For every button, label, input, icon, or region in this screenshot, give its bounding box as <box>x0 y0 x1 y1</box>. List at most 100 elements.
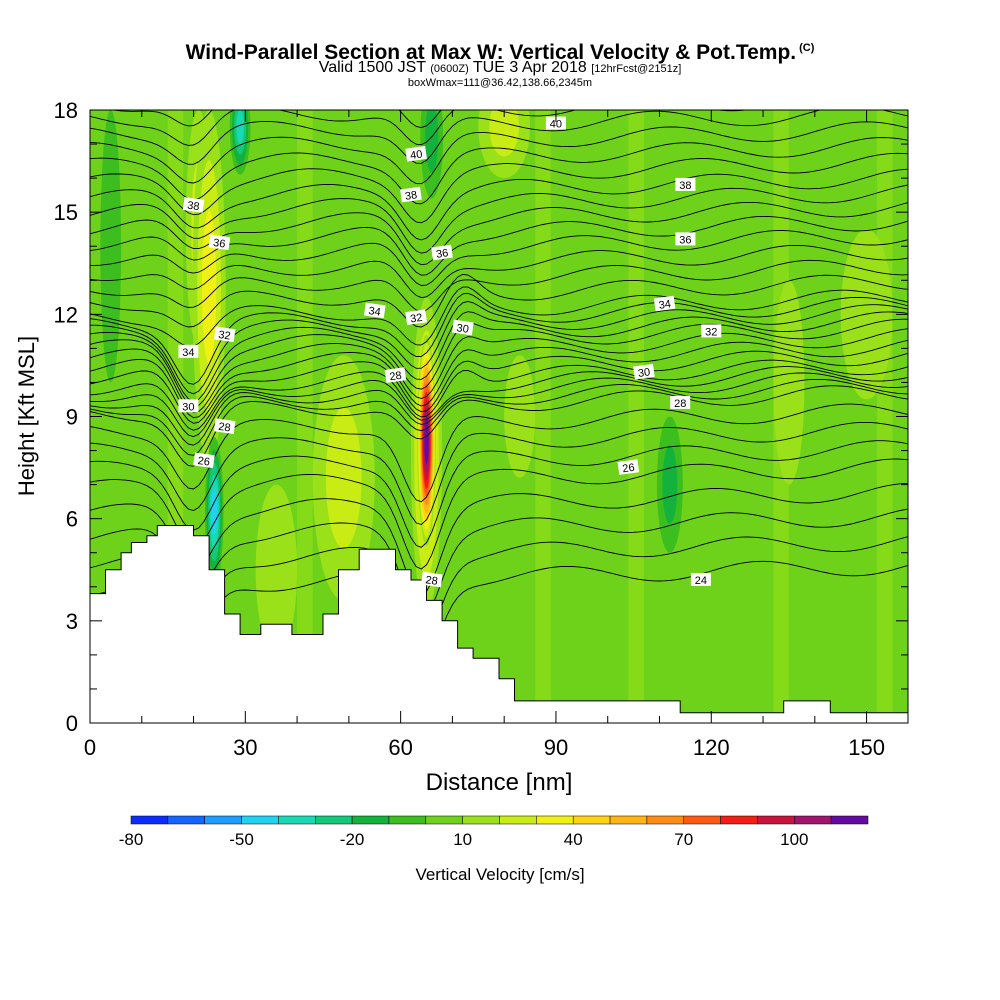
colorbar-swatch <box>572 815 611 825</box>
theta-label-text: 32 <box>218 329 232 343</box>
theta-label-bg <box>213 418 236 435</box>
theta-label-bg <box>452 319 474 336</box>
y-tick-label: 3 <box>66 609 78 634</box>
velocity-cell <box>425 110 439 173</box>
theta-label-bg <box>384 367 407 383</box>
theta-contour <box>90 508 908 620</box>
colorbar-tick-label: 40 <box>564 830 583 849</box>
title-mark: (C) <box>799 42 815 54</box>
theta-label-text: 40 <box>409 148 423 162</box>
y-axis-label: Height [Kft MSL] <box>14 336 39 496</box>
theta-label-bg <box>653 295 676 312</box>
colorbar-tick-label: -20 <box>340 830 365 849</box>
y-tick-label: 12 <box>54 302 78 327</box>
theta-contour <box>90 168 908 241</box>
velocity-cell <box>325 407 362 549</box>
chart-title: Wind-Parallel Section at Max W: Vertical… <box>0 36 1000 65</box>
forecast-info: [12hrFcst@2151z] <box>591 63 682 75</box>
theta-label-bg <box>675 177 696 191</box>
colorbar-swatch <box>241 815 279 825</box>
theta-label-text: 28 <box>218 421 232 435</box>
theta-label-bg <box>633 363 655 380</box>
theta-label: 36 <box>431 244 453 261</box>
theta-label-bg <box>363 302 386 319</box>
theta-label-text: 38 <box>186 200 200 214</box>
theta-label-bg <box>400 186 422 203</box>
theta-contour <box>90 137 908 205</box>
potential-temperature-contours <box>90 110 908 662</box>
colorbar-tick-label: -50 <box>229 830 254 849</box>
colorbar-swatch <box>646 815 685 825</box>
theta-label-bg <box>420 571 443 588</box>
x-tick-label: 30 <box>233 735 257 760</box>
x-tick-label: 0 <box>84 735 96 760</box>
box-info: boxWmax=111@36.42,138.66,2345m <box>407 77 593 89</box>
theta-contour <box>90 560 908 662</box>
theta-label-text: 32 <box>409 312 423 326</box>
theta-contour <box>90 244 908 299</box>
theta-contour <box>90 110 749 146</box>
theta-contour <box>90 110 908 165</box>
x-tick-label: 90 <box>544 735 568 760</box>
theta-label-text: 34 <box>368 305 382 319</box>
theta-label-text: 26 <box>197 455 211 469</box>
colorbar: -80 -50 -20 10 40 70 100 <box>119 815 869 849</box>
theta-label-text: 28 <box>425 574 439 588</box>
theta-label-bg <box>213 326 236 343</box>
field-band <box>628 110 644 723</box>
x-tick-label: 60 <box>388 735 412 760</box>
y-tick-label: 9 <box>66 405 78 430</box>
theta-label: 36 <box>675 232 696 246</box>
theta-label: 38 <box>400 186 422 203</box>
velocity-cell <box>211 487 218 536</box>
theta-label-text: 32 <box>705 326 717 338</box>
theta-contour <box>90 458 908 570</box>
theta-label-bg <box>670 395 691 409</box>
y-tick-label: 0 <box>66 711 78 736</box>
theta-label: 34 <box>363 302 386 319</box>
theta-contour <box>90 286 908 347</box>
valid-date: TUE 3 Apr 2018 <box>472 59 587 76</box>
theta-contour <box>90 378 908 456</box>
colorbar-tick-label: 70 <box>674 830 693 849</box>
velocity-cell <box>255 484 298 655</box>
theta-label: 40 <box>545 116 566 131</box>
theta-contour <box>90 440 908 548</box>
theta-label-bg <box>178 399 199 413</box>
field-band <box>742 110 758 723</box>
velocity-cell <box>201 210 217 364</box>
theta-contour <box>90 230 908 286</box>
theta-label: 34 <box>653 295 676 312</box>
colorbar-swatch <box>462 815 500 825</box>
theta-contour <box>90 301 908 395</box>
theta-label-text: 38 <box>679 180 691 192</box>
theta-label: 38 <box>182 197 205 214</box>
theta-label: 32 <box>701 324 722 338</box>
theta-label: 32 <box>405 309 427 326</box>
y-tick-label: 6 <box>66 507 78 532</box>
theta-label-text: 36 <box>679 234 691 246</box>
field-band <box>297 110 313 723</box>
theta-label-text: 36 <box>212 237 226 251</box>
colorbar-swatch <box>830 815 869 825</box>
theta-contour <box>90 366 908 438</box>
theta-label: 34 <box>178 344 199 359</box>
velocity-cell <box>662 445 678 524</box>
theta-label: 28 <box>670 395 691 410</box>
theta-label-text: 28 <box>674 398 686 410</box>
theta-label: 24 <box>690 573 711 587</box>
theta-label: 26 <box>193 452 215 469</box>
field-band <box>587 110 603 723</box>
colorbar-swatch <box>278 815 316 825</box>
colorbar-swatch <box>794 815 832 825</box>
theta-contour-labels: 40 40 38 38 38 36 36 36 34 34 34 32 32 32 30 30 30 28 28 28… <box>178 116 722 588</box>
colorbar-swatch <box>204 815 242 825</box>
x-axis-label: Distance [nm] <box>426 769 573 796</box>
y-tick-label: 15 <box>54 200 78 225</box>
valid-prefix: Valid 1500 JST <box>318 59 426 76</box>
theta-contour <box>90 184 908 254</box>
theta-label-text: 34 <box>658 298 672 312</box>
theta-label-text: 24 <box>695 575 707 587</box>
theta-label: 32 <box>213 326 236 343</box>
theta-label-bg <box>405 309 427 326</box>
